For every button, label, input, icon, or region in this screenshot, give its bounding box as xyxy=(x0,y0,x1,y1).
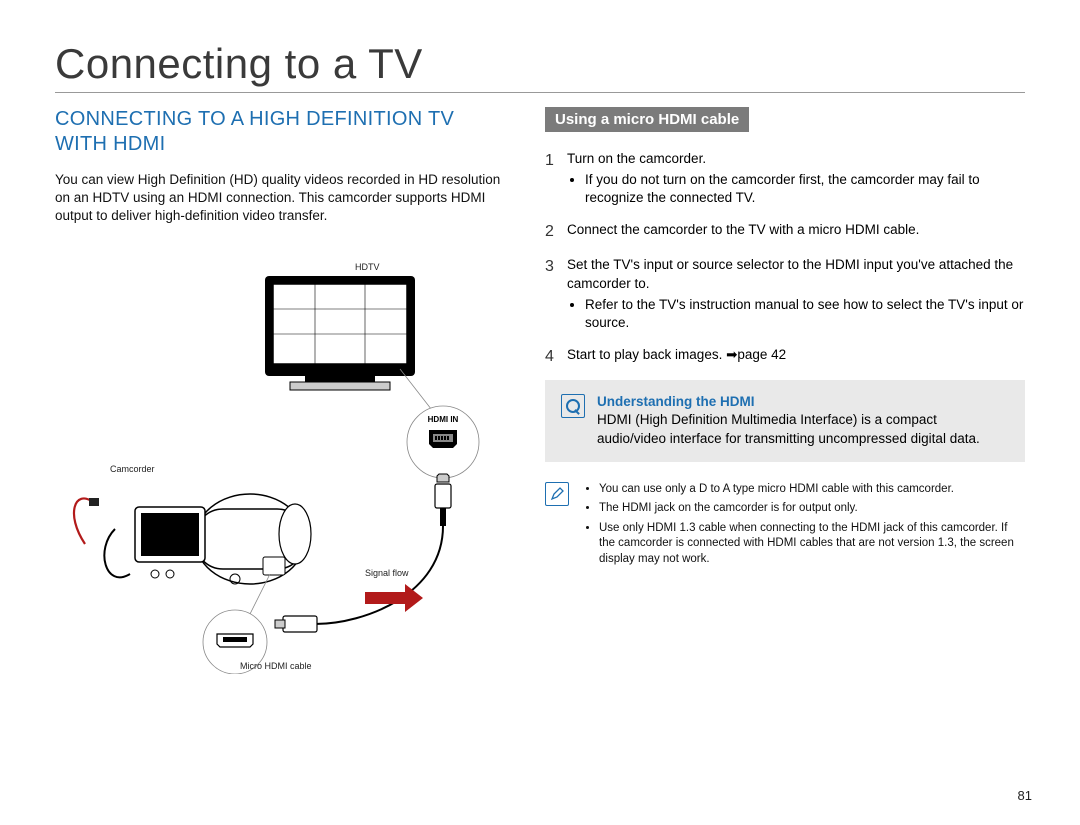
note-item: The HDMI jack on the camcorder is for ou… xyxy=(599,501,1025,517)
step-1: 1 Turn on the camcorder. If you do not t… xyxy=(545,150,1025,209)
micro-hdmi-plug-icon xyxy=(275,616,317,632)
camcorder-icon xyxy=(104,494,311,584)
step-text: Turn on the camcorder. xyxy=(567,151,706,166)
note-item: Use only HDMI 1.3 cable when connecting … xyxy=(599,521,1025,568)
page-number: 81 xyxy=(1018,788,1032,803)
step-4: 4 Start to play back images. ➡page 42 xyxy=(545,346,1025,368)
steps-list: 1 Turn on the camcorder. If you do not t… xyxy=(545,150,1025,368)
step-bullet: Refer to the TV's instruction manual to … xyxy=(585,296,1025,332)
step-text: Set the TV's input or source selector to… xyxy=(567,257,1013,291)
magnifier-icon xyxy=(561,394,585,418)
micro-hdmi-port-icon xyxy=(217,634,253,647)
step-2: 2 Connect the camcorder to the TV with a… xyxy=(545,221,1025,243)
note-pencil-icon xyxy=(545,482,569,506)
step-bullet: If you do not turn on the camcorder firs… xyxy=(585,171,1025,207)
step-number: 4 xyxy=(545,346,567,368)
title-rule xyxy=(55,92,1025,93)
note-item: You can use only a D to A type micro HDM… xyxy=(599,482,1025,498)
intro-paragraph: You can view High Definition (HD) qualit… xyxy=(55,171,505,226)
step-text: Start to play back images. ➡page 42 xyxy=(567,347,786,362)
page-title: Connecting to a TV xyxy=(55,40,1025,88)
label-micro-hdmi: Micro HDMI cable xyxy=(240,661,312,671)
notes-block: You can use only a D to A type micro HDM… xyxy=(545,482,1025,572)
heading-bar: Using a micro HDMI cable xyxy=(545,107,749,132)
info-box: Understanding the HDMI HDMI (High Defini… xyxy=(545,380,1025,461)
step-3: 3 Set the TV's input or source selector … xyxy=(545,256,1025,334)
step-number: 1 xyxy=(545,150,567,209)
info-text: HDMI (High Definition Multimedia Interfa… xyxy=(597,411,1009,447)
label-signal-flow: Signal flow xyxy=(365,568,409,578)
step-number: 3 xyxy=(545,256,567,334)
label-camcorder: Camcorder xyxy=(110,464,155,474)
info-title: Understanding the HDMI xyxy=(597,394,1009,409)
wire-plug-small xyxy=(89,498,99,506)
section-title: CONNECTING TO A HIGH DEFINITION TV WITH … xyxy=(55,107,505,157)
hdmi-port-icon xyxy=(429,430,457,448)
label-hdtv: HDTV xyxy=(355,262,380,272)
connection-diagram: HDTV xyxy=(55,254,505,679)
step-number: 2 xyxy=(545,221,567,243)
tv-icon xyxy=(265,276,415,390)
hdmi-plug-icon xyxy=(435,474,451,526)
label-hdmi-in: HDMI IN xyxy=(428,415,459,424)
step-text: Connect the camcorder to the TV with a m… xyxy=(567,222,919,237)
